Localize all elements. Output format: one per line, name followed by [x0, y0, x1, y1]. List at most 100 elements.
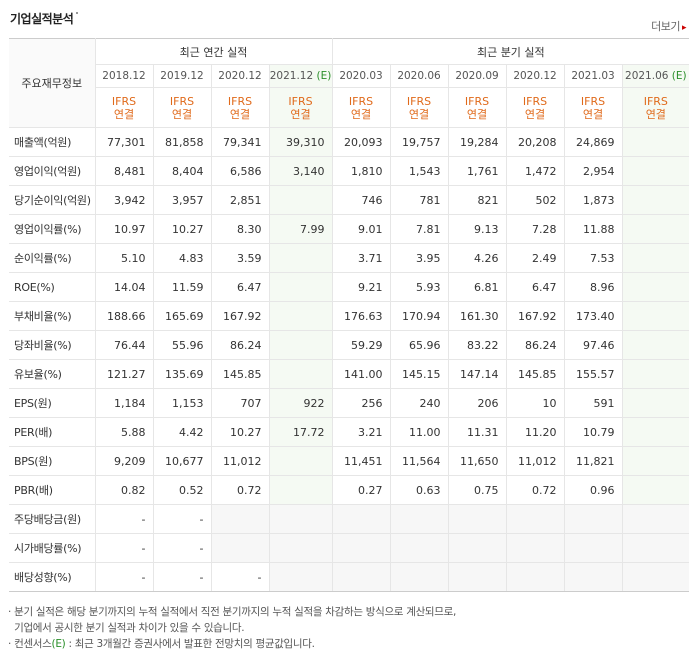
table-cell	[390, 504, 449, 534]
table-cell	[622, 562, 690, 592]
table-cell: 10.27	[211, 417, 270, 447]
table-cell	[269, 533, 333, 563]
table-cell	[331, 533, 391, 563]
table-cell: 20,093	[331, 127, 391, 157]
ifrs-label: IFRS 연결	[153, 87, 212, 128]
table-cell: 5.10	[95, 243, 154, 273]
table-row: 영업이익률(%) 10.97 10.27 8.30 7.99 9.01 7.81 9.13 7.…	[9, 214, 690, 244]
row-label: 영업이익(억원)	[9, 156, 96, 186]
table-cell: 59.29	[331, 330, 391, 360]
table-cell	[390, 562, 449, 592]
table-cell: 97.46	[564, 330, 623, 360]
table-cell: 240	[390, 388, 449, 418]
table-cell: 11,012	[211, 446, 270, 476]
row-label: 매출액(억원)	[9, 127, 96, 157]
note-line: · 컨센서스(E) : 최근 3개월간 증권사에서 발표한 전망치의 평균값입니…	[8, 638, 315, 650]
estimate-mark: (E)	[313, 70, 332, 82]
table-cell: 17.72	[269, 417, 333, 447]
table-cell: 781	[390, 185, 449, 215]
table-cell: 19,284	[448, 127, 507, 157]
table-cell	[448, 504, 507, 534]
table-cell: 0.72	[506, 475, 565, 505]
table-cell: 170.94	[390, 301, 449, 331]
table-cell	[622, 475, 690, 505]
table-row: 순이익률(%) 5.10 4.83 3.59 3.71 3.95 4.26 2.49 7.53	[9, 243, 690, 273]
table-cell: 0.75	[448, 475, 507, 505]
table-cell: 3.95	[390, 243, 449, 273]
table-cell: 6.81	[448, 272, 507, 302]
table-cell	[211, 504, 270, 534]
row-label: BPS(원)	[9, 446, 96, 476]
table-cell: -	[95, 562, 154, 592]
table-cell: 6.47	[506, 272, 565, 302]
table-cell: 161.30	[448, 301, 507, 331]
table-cell	[622, 272, 690, 302]
table-cell: 11.88	[564, 214, 623, 244]
table-cell: 0.96	[564, 475, 623, 505]
table-cell: 7.81	[390, 214, 449, 244]
more-link[interactable]: 더보기 ▸	[651, 20, 687, 33]
table-row: 영업이익(억원) 8,481 8,404 6,586 3,140 1,810 1,543 1,…	[9, 156, 690, 186]
table-cell: 81,858	[153, 127, 212, 157]
table-cell: 1,184	[95, 388, 154, 418]
row-label: 부채비율(%)	[9, 301, 96, 331]
table-row: 배당성향(%) - - -	[9, 562, 690, 592]
table-cell	[506, 533, 565, 563]
table-cell	[331, 562, 391, 592]
table-cell	[269, 475, 333, 505]
period-header: 2020.09	[448, 64, 507, 88]
period-header: 2020.12	[506, 64, 565, 88]
ifrs-label: IFRS 연결	[269, 87, 333, 128]
table-cell: -	[95, 533, 154, 563]
table-cell: 7.53	[564, 243, 623, 273]
table-cell: 167.92	[211, 301, 270, 331]
table-cell: 65.96	[390, 330, 449, 360]
row-label: 당기순이익(억원)	[9, 185, 96, 215]
row-label: 배당성향(%)	[9, 562, 96, 592]
table-cell	[622, 533, 690, 563]
table-row: 부채비율(%) 188.66 165.69 167.92 176.63 170.94 161…	[9, 301, 690, 331]
row-label: EPS(원)	[9, 388, 96, 418]
table-cell: 2,851	[211, 185, 270, 215]
table-cell: 4.83	[153, 243, 212, 273]
table-cell: 5.93	[390, 272, 449, 302]
row-header-label: 주요재무정보	[9, 38, 96, 128]
table-cell: 922	[269, 388, 333, 418]
table-cell	[622, 330, 690, 360]
table-row: 당좌비율(%) 76.44 55.96 86.24 59.29 65.96 83.22 86.…	[9, 330, 690, 360]
group-annual-header: 최근 연간 실적	[95, 38, 333, 65]
table-cell: 9,209	[95, 446, 154, 476]
chevron-right-icon: ▸	[681, 23, 687, 33]
ifrs-label: IFRS 연결	[211, 87, 270, 128]
period-header: 2021.06 (E)	[622, 64, 690, 88]
table-cell	[269, 243, 333, 273]
table-cell	[269, 301, 333, 331]
table-cell	[269, 504, 333, 534]
table-cell	[506, 562, 565, 592]
section-title: 기업실적분석	[10, 10, 79, 27]
table-cell: 3,957	[153, 185, 212, 215]
table-cell	[506, 504, 565, 534]
table-cell: 83.22	[448, 330, 507, 360]
table-cell: 20,208	[506, 127, 565, 157]
table-cell	[622, 185, 690, 215]
table-cell: -	[211, 562, 270, 592]
table-cell	[269, 446, 333, 476]
table-cell: 8,404	[153, 156, 212, 186]
table-cell	[211, 533, 270, 563]
ifrs-label: IFRS 연결	[95, 87, 154, 128]
table-row: ROE(%) 14.04 11.59 6.47 9.21 5.93 6.81 6.47 8.96	[9, 272, 690, 302]
table-cell: 0.72	[211, 475, 270, 505]
period-header: 2020.12	[211, 64, 270, 88]
table-cell: 11,012	[506, 446, 565, 476]
table-cell	[269, 185, 333, 215]
table-cell	[622, 156, 690, 186]
table-cell: 11,564	[390, 446, 449, 476]
table-cell	[622, 214, 690, 244]
table-cell: 11.00	[390, 417, 449, 447]
row-label: ROE(%)	[9, 272, 96, 302]
table-cell: 591	[564, 388, 623, 418]
table-row: BPS(원) 9,209 10,677 11,012 11,451 11,564 11,65…	[9, 446, 690, 476]
table-cell: -	[95, 504, 154, 534]
table-cell	[622, 359, 690, 389]
